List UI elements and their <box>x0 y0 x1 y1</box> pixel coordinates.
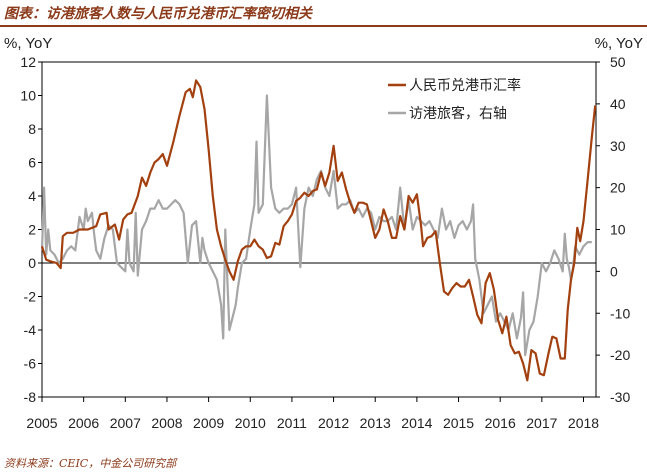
source-note: 资料来源：CEIC，中金公司研究部 <box>4 457 177 470</box>
right-tick-label: 40 <box>610 96 626 112</box>
left-tick-label: 2 <box>28 222 36 238</box>
left-tick-label: 4 <box>28 188 36 204</box>
x-tick-label: 2013 <box>360 415 391 431</box>
left-axis-unit: %, YoY <box>4 35 52 52</box>
x-tick-label: 2014 <box>401 415 432 431</box>
right-tick-label: 20 <box>610 180 626 196</box>
right-tick-label: -30 <box>610 389 630 405</box>
left-tick-label: 8 <box>28 121 36 137</box>
left-tick-label: 0 <box>28 255 36 271</box>
x-tick-label: 2007 <box>110 415 141 431</box>
right-tick-label: 10 <box>610 222 626 238</box>
right-axis-unit: %, YoY <box>595 35 643 52</box>
plot-frame <box>41 61 597 398</box>
x-tick-label: 2018 <box>568 415 599 431</box>
legend-label-hk-visitors: 访港旅客，右轴 <box>409 105 507 122</box>
x-tick-label: 2012 <box>318 415 349 431</box>
chart-title: 图表：访港旅客人数与人民币兑港币汇率密切相关 <box>4 6 312 22</box>
x-tick-label: 2006 <box>68 415 99 431</box>
x-tick-label: 2017 <box>526 415 557 431</box>
left-tick-label: -4 <box>24 322 37 338</box>
x-tick-label: 2009 <box>193 415 224 431</box>
left-tick-label: -8 <box>24 389 37 405</box>
left-tick-label: 6 <box>28 155 36 171</box>
x-tick-label: 2005 <box>26 415 57 431</box>
right-tick-label: 0 <box>610 263 618 279</box>
x-tick-label: 2015 <box>443 415 474 431</box>
plot-area: 121086420-2-4-6-850403020100-10-20-30200… <box>20 54 630 431</box>
x-tick-label: 2008 <box>151 415 182 431</box>
x-tick-label: 2011 <box>277 415 307 431</box>
legend-label-rmb-hkd: 人民币兑港币汇率 <box>409 77 521 94</box>
left-tick-label: -2 <box>24 289 37 305</box>
series-line-rmb-hkd <box>40 79 597 382</box>
right-tick-label: -10 <box>610 305 630 321</box>
right-tick-label: 30 <box>610 138 626 154</box>
title-divider <box>0 25 647 27</box>
x-tick-label: 2010 <box>235 415 266 431</box>
left-tick-label: 12 <box>20 54 36 70</box>
left-tick-label: -6 <box>24 356 37 372</box>
right-tick-label: -20 <box>610 347 630 363</box>
x-tick-label: 2016 <box>485 415 516 431</box>
left-tick-label: 10 <box>20 88 36 104</box>
series-line-hk-visitors <box>40 94 592 357</box>
right-tick-label: 50 <box>610 54 626 70</box>
